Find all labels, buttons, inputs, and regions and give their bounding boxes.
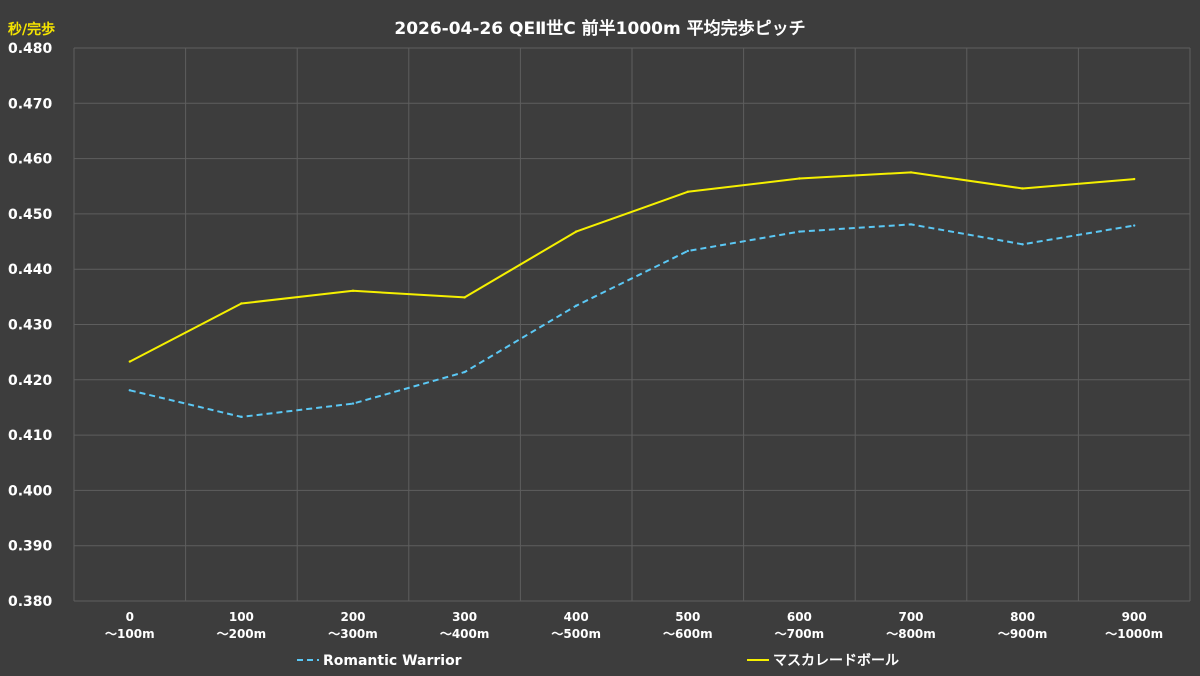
data-point (575, 230, 578, 233)
data-point (1133, 177, 1136, 181)
data-point (1133, 224, 1136, 227)
x-tick-sublabel: ～100m (105, 627, 155, 641)
x-tick-label: 400 (564, 610, 589, 624)
data-point (240, 302, 243, 305)
data-point (240, 415, 243, 419)
x-tick-label: 600 (787, 610, 812, 624)
y-axis-ticks: 0.480 0.470 0.460 0.450 0.440 0.430 0.420 0.410… (8, 41, 53, 610)
x-tick-sublabel: ～600m (663, 627, 713, 641)
x-tick-label: 300 (452, 610, 477, 624)
data-point (686, 190, 689, 193)
x-tick-label: 700 (898, 610, 923, 624)
x-tick-sublabel: ～800m (886, 627, 936, 641)
y-tick-label: 0.420 (8, 373, 53, 389)
x-tick-label: 500 (675, 610, 700, 624)
y-tick-label: 0.430 (8, 318, 53, 334)
data-point (351, 402, 355, 405)
x-tick-sublabel: ～400m (440, 627, 490, 641)
x-tick-sublabel: ～700m (775, 627, 825, 641)
x-tick-sublabel: ～300m (328, 627, 378, 641)
x-tick-label: 800 (1010, 610, 1035, 624)
data-point (463, 370, 466, 374)
y-tick-label: 0.380 (8, 594, 53, 610)
data-point (351, 289, 355, 292)
data-point (798, 230, 801, 233)
chart-title: 2026-04-26 QEⅡ世C 前半1000m 平均完歩ピッチ (394, 18, 805, 39)
legend-label-1: Romantic Warrior (323, 653, 462, 669)
data-point (909, 171, 913, 174)
x-axis-ticks: 0 ～100m 100 ～200m 200 ～300m 300 ～400m 400 ～500m 50… (105, 610, 1163, 641)
x-tick-label: 900 (1122, 610, 1147, 624)
series-line-1 (129, 223, 1135, 418)
legend-label-2: マスカレードボール (773, 653, 899, 669)
y-tick-label: 0.440 (8, 262, 53, 278)
x-tick-sublabel: ～900m (998, 627, 1048, 641)
y-tick-label: 0.450 (8, 207, 53, 223)
x-tick-sublabel: ～200m (217, 627, 267, 641)
y-tick-label: 0.410 (8, 428, 53, 444)
data-point (1021, 187, 1024, 190)
grid-layer (73, 47, 1191, 602)
data-point (575, 304, 578, 307)
x-tick-label: 100 (229, 610, 254, 624)
data-point (686, 249, 689, 253)
x-tick-sublabel: ～500m (551, 627, 601, 641)
data-point (128, 360, 131, 363)
y-axis-label: 秒/完歩 (8, 21, 55, 38)
y-tick-label: 0.400 (8, 483, 53, 499)
series-layer (128, 171, 1136, 419)
legend: Romantic Warrior マスカレードボール (297, 653, 899, 669)
data-point (463, 296, 466, 299)
x-tick-sublabel: ～1000m (1105, 627, 1163, 641)
x-tick-label: 0 (126, 610, 134, 624)
series-line-2 (129, 171, 1135, 363)
y-tick-label: 0.390 (8, 539, 53, 555)
y-tick-label: 0.480 (8, 41, 53, 57)
y-tick-label: 0.470 (8, 96, 53, 112)
data-point (798, 177, 801, 180)
data-point (1021, 243, 1024, 246)
x-tick-label: 200 (340, 610, 365, 624)
y-tick-label: 0.460 (8, 152, 53, 168)
data-point (909, 223, 913, 226)
data-point (128, 389, 131, 392)
